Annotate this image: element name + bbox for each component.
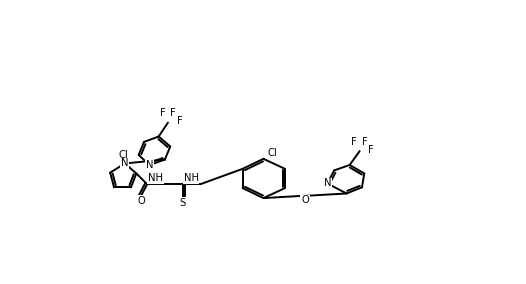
Text: NH: NH	[184, 173, 198, 183]
Text: O: O	[301, 195, 309, 205]
Text: F: F	[351, 137, 357, 147]
Text: F: F	[170, 108, 176, 118]
Text: N: N	[146, 160, 153, 170]
Text: NH: NH	[148, 173, 163, 183]
Text: O: O	[137, 196, 145, 206]
Text: F: F	[177, 116, 183, 126]
Text: Cl: Cl	[119, 150, 129, 160]
Text: F: F	[368, 145, 374, 154]
Text: F: F	[362, 137, 368, 147]
Text: N: N	[323, 178, 331, 189]
Text: N: N	[121, 158, 128, 168]
Text: Cl: Cl	[267, 149, 277, 158]
Text: S: S	[179, 198, 186, 208]
Text: F: F	[160, 108, 165, 118]
